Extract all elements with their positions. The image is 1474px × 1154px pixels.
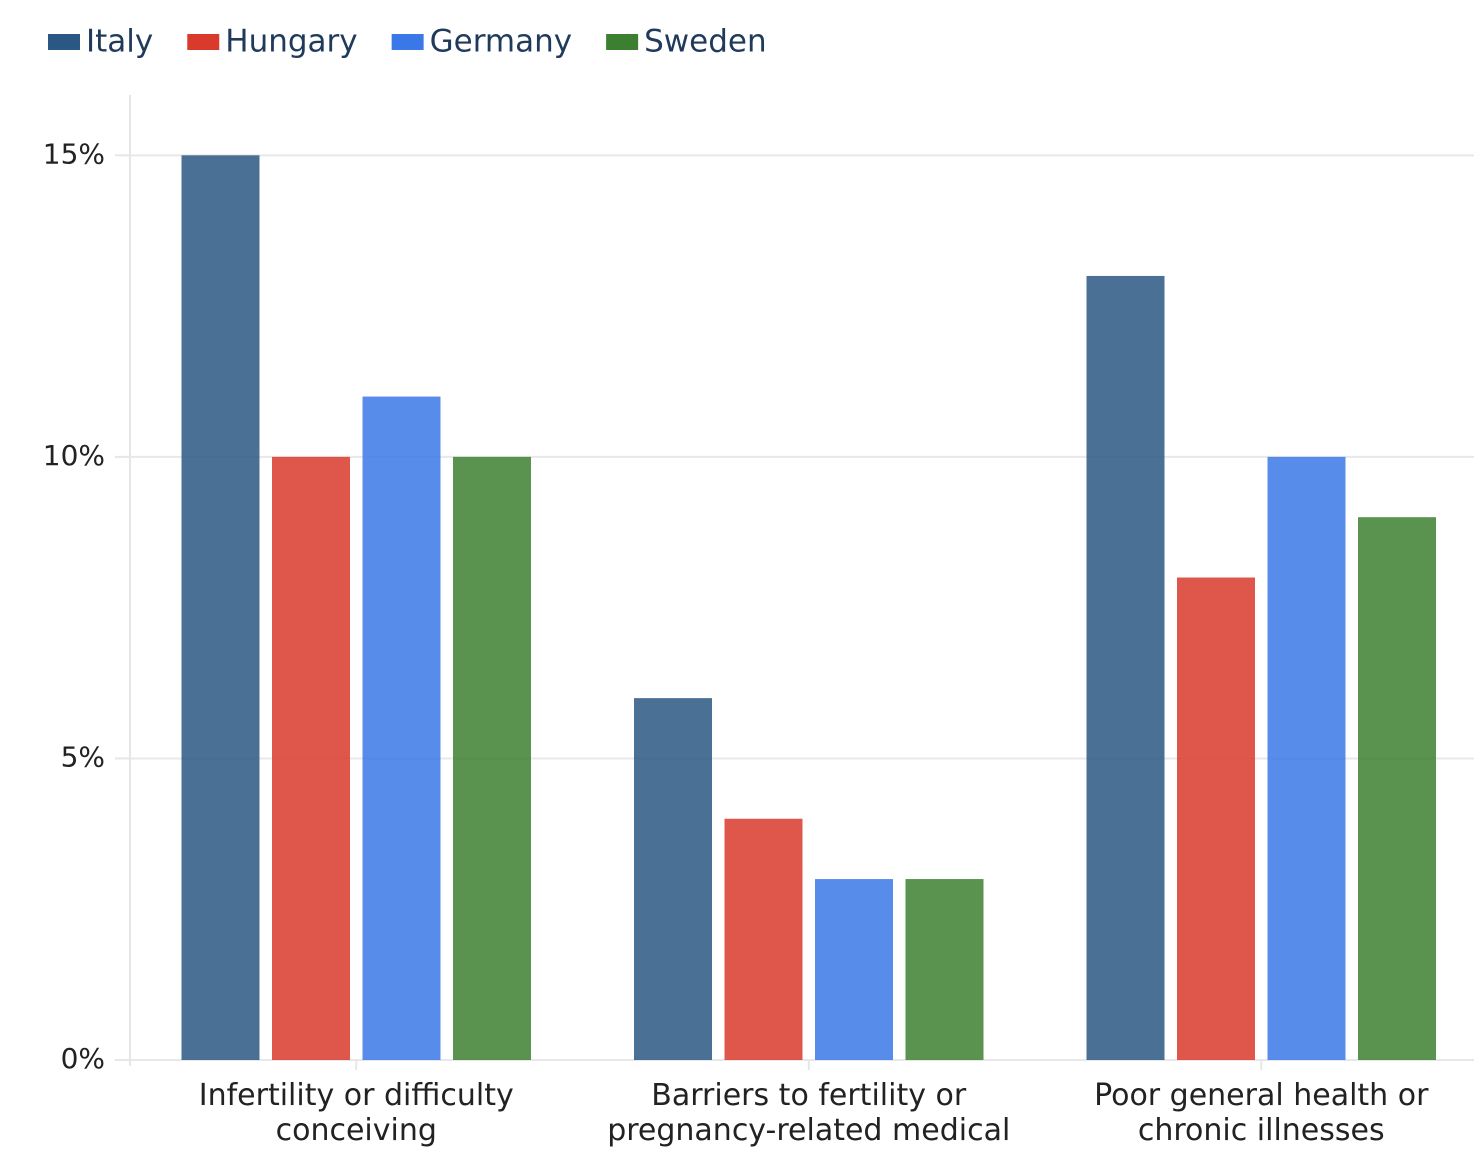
legend-label: Hungary [225,24,357,60]
x-tick-label: Poor general health or chronic illnesses [1094,1078,1429,1148]
y-tick-label: 15% [43,137,105,170]
x-tick-label: Infertility or difficulty conceiving [199,1078,514,1148]
legend-swatch [48,34,80,50]
x-tick-label: Barriers to fertility or pregnancy-relate… [607,1078,1010,1154]
bar [1086,275,1165,1060]
legend-swatch [606,34,639,50]
bar [724,818,803,1060]
legend-label: Sweden [644,24,767,60]
y-tick-label: 10% [43,439,105,472]
bar [815,879,893,1060]
y-tick-label: 5% [61,740,105,773]
legend-swatch [391,34,424,50]
bar [905,879,984,1060]
bar [362,396,441,1060]
legend-swatch [187,34,220,50]
legend-label: Italy [86,24,153,60]
bar [634,698,712,1060]
bar [453,456,531,1060]
bar [1177,577,1255,1060]
bar [1267,456,1346,1060]
bar [181,155,260,1060]
bar [1358,517,1436,1060]
y-tick-label: 0% [61,1042,105,1075]
legend-label: Germany [430,24,572,60]
bar [272,456,350,1060]
